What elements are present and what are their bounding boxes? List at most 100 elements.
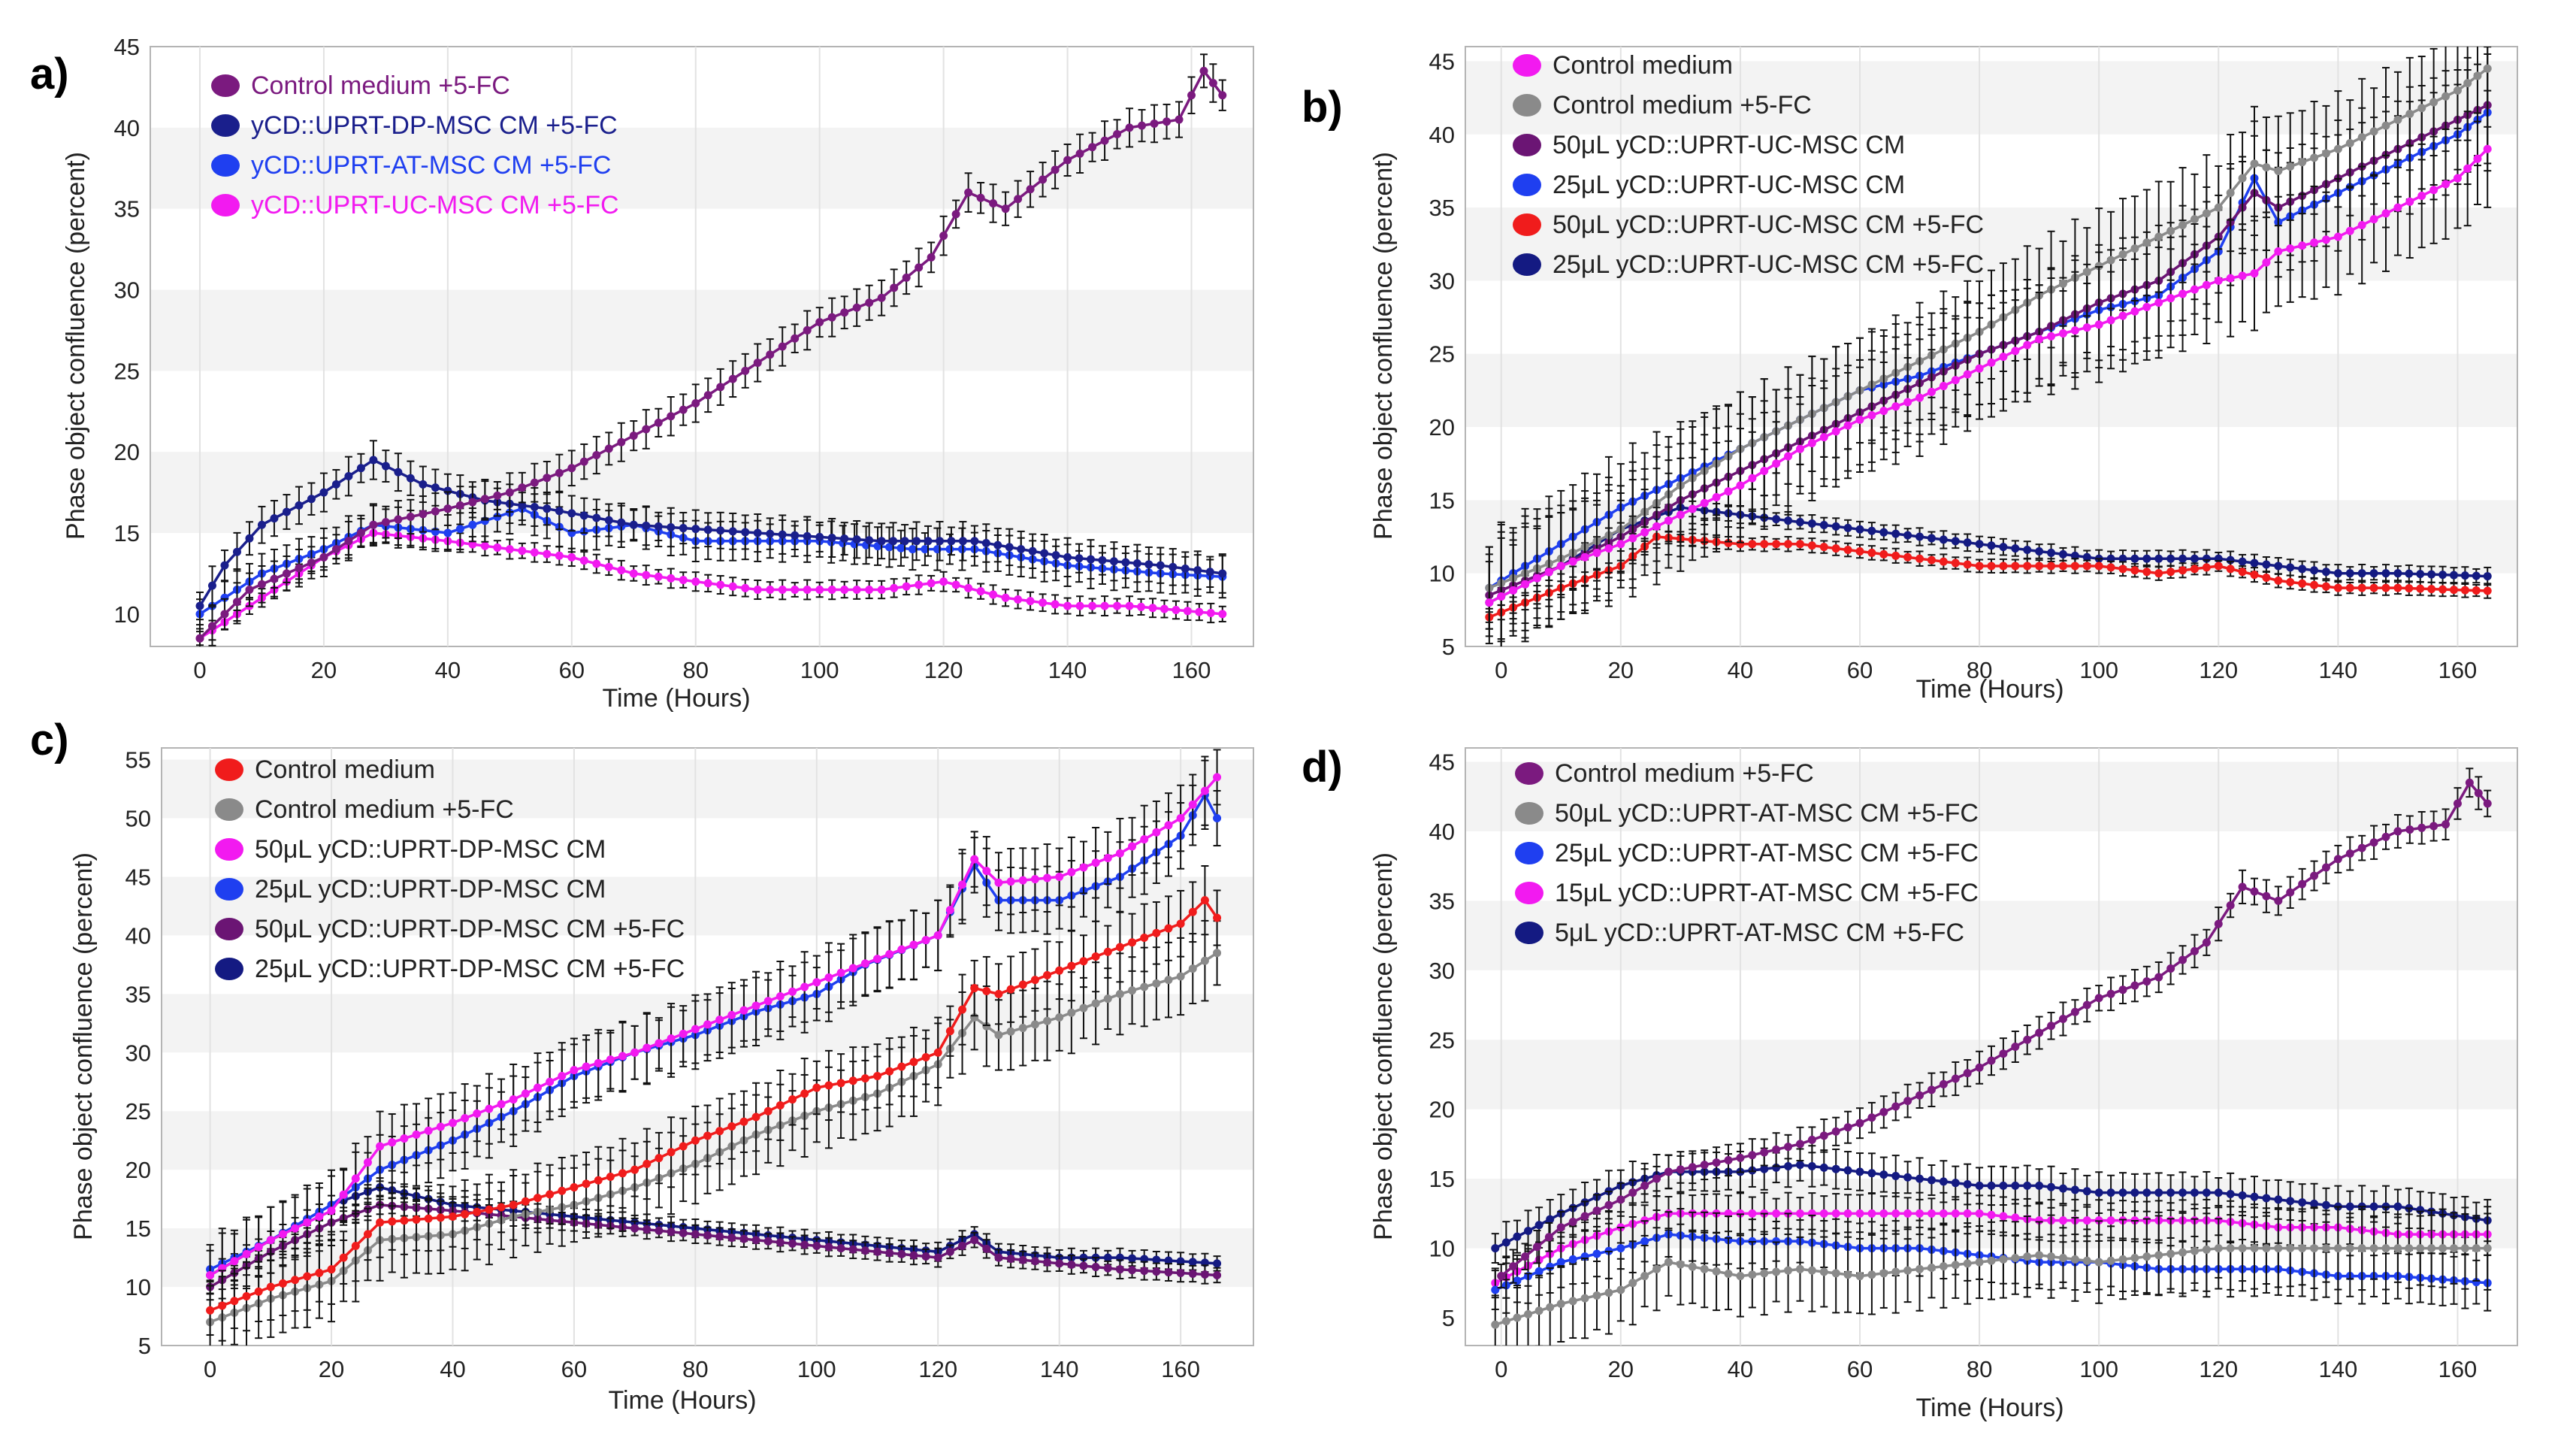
data-point [2369,583,2378,592]
x-tick-label: 40 [435,657,461,683]
data-point [2393,569,2402,578]
data-point [412,1130,421,1139]
data-point [897,945,906,954]
data-point [1063,552,1072,562]
data-point [1100,601,1109,610]
legend-marker [1513,94,1541,117]
data-point [2463,79,2472,88]
data-point [592,513,601,522]
data-point [728,527,737,536]
data-point [897,1249,906,1258]
x-tick-label: 140 [1040,1356,1079,1382]
data-point [2214,562,2223,571]
data-point [1087,555,1096,564]
data-point [716,580,725,589]
data-point [836,1244,845,1253]
legend-label: yCD::UPRT-DP-MSC CM +5-FC [251,111,618,140]
data-point [776,1238,785,1247]
data-point [270,574,279,583]
data-point [2190,215,2199,224]
grid-band [151,127,1253,209]
data-point [1939,557,1948,566]
data-point [2345,226,2354,235]
data-point [505,545,514,554]
data-point [1927,534,1936,543]
data-point [533,1083,542,1092]
data-point [480,495,489,504]
data-point [1018,876,1027,885]
data-point [424,1126,433,1135]
data-point [766,350,775,359]
data-point [2274,247,2283,256]
data-point [629,520,638,529]
data-point [791,334,800,343]
grid-band [162,759,1253,819]
data-point [2094,262,2103,271]
data-point [232,598,241,607]
data-point [994,878,1003,887]
data-point [1784,452,1793,461]
y-tick-label: 30 [114,277,140,304]
data-point [958,1242,967,1250]
data-point [1544,568,1553,577]
data-point [815,586,824,595]
data-point [2058,562,2067,571]
y-tick-label: 50 [125,806,151,832]
data-point [667,1034,676,1043]
data-point [788,1239,797,1248]
data-point [1176,814,1185,823]
x-tick-label: 120 [924,657,963,683]
data-point [2118,311,2127,320]
data-point [530,478,539,487]
data-point [982,1244,991,1253]
data-point [1091,1263,1100,1272]
y-tick-label: 20 [125,1157,151,1183]
data-point [2178,289,2187,298]
data-point [1051,600,1060,609]
data-point [1556,562,1565,571]
data-point [1939,382,1948,391]
y-tick-label: 30 [125,1040,151,1066]
data-point [1213,1270,1222,1279]
data-point [443,528,452,537]
data-point [1018,1255,1027,1264]
data-point [703,1020,712,1029]
legend-label: 50μL yCD::UPRT-UC-MSC CM +5-FC [1553,210,1984,239]
data-point [1999,543,2008,552]
x-tick-label: 160 [1172,657,1211,683]
data-point [295,501,304,510]
data-point [2082,268,2091,277]
y-tick-label: 25 [114,358,140,384]
legend-label: 25μL yCD::UPRT-UC-MSC CM +5-FC [1553,250,1984,279]
data-point [2070,551,2079,560]
data-point [885,949,894,958]
data-point [2357,583,2366,592]
data-point [815,532,824,541]
data-point [2202,209,2211,218]
data-point [981,539,990,548]
data-point [436,1122,445,1131]
series-1 [1485,89,2492,646]
data-point [257,580,266,589]
data-point [1509,586,1518,595]
x-axis-title: Time (Hours) [608,1386,756,1415]
data-point [1075,149,1084,158]
data-point [1213,814,1222,823]
data-point [1218,610,1227,619]
data-point [1772,515,1781,524]
data-point [1103,854,1112,863]
x-tick-label: 80 [1967,657,1992,683]
data-point [468,498,477,507]
data-point [2047,562,2056,571]
data-point [1152,1267,1161,1276]
data-point [852,303,861,312]
data-point [890,583,899,592]
data-point [604,516,613,525]
data-point [824,973,833,982]
data-point [753,586,762,595]
data-point [1213,773,1222,782]
data-point [642,425,651,434]
data-point [419,510,428,519]
data-point [927,579,936,588]
data-point [2483,572,2492,581]
